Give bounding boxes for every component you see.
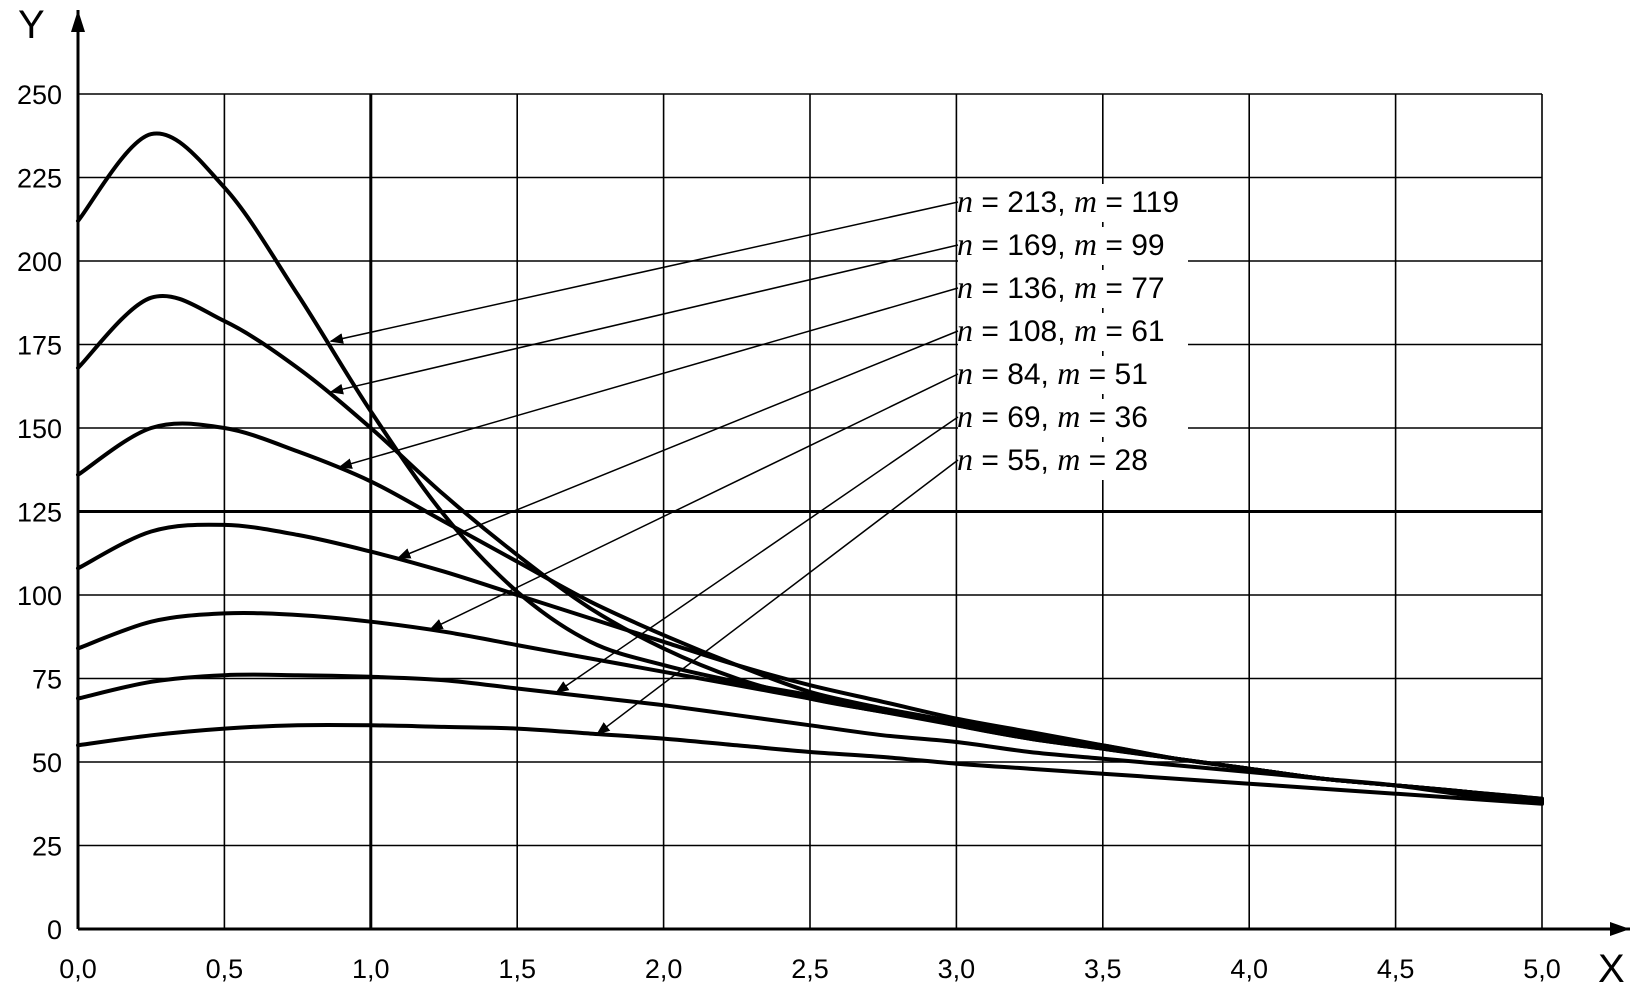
x-tick-label: 1,0 bbox=[352, 954, 390, 984]
legend-leader bbox=[596, 459, 959, 735]
legend-entry: n = 108, m = 61 bbox=[957, 312, 1165, 348]
x-axis-arrow bbox=[1610, 922, 1630, 936]
x-tick-label: 2,0 bbox=[645, 954, 683, 984]
y-tick-label: 50 bbox=[32, 748, 62, 778]
y-axis-arrow bbox=[71, 10, 85, 32]
y-tick-label: 125 bbox=[17, 498, 62, 528]
series-line bbox=[76, 672, 1544, 805]
legend: n = 213, m = 119 n = 169, m = 99 n = 136, … bbox=[329, 183, 1188, 735]
legend-leader bbox=[396, 330, 959, 559]
legend-leader bbox=[338, 287, 959, 469]
y-tick-label: 250 bbox=[17, 80, 62, 110]
legend-entry: n = 169, m = 99 bbox=[957, 226, 1165, 262]
y-axis-title: Y bbox=[18, 3, 45, 47]
x-tick-label: 4,5 bbox=[1377, 954, 1415, 984]
series-line bbox=[76, 722, 1544, 806]
legend-bg bbox=[958, 270, 1188, 308]
legend-leader bbox=[329, 244, 959, 395]
axes: 0,0 0,5 1,0 1,5 2,0 2,5 3,0 3,5 4,0 4,5 5,0 0 25 50 75… bbox=[17, 10, 1630, 984]
x-tick-label: 3,5 bbox=[1084, 954, 1122, 984]
x-tick-label: 0,5 bbox=[206, 954, 244, 984]
legend-leader bbox=[555, 416, 959, 694]
legend-leader bbox=[329, 201, 959, 344]
legend-entry: n = 136, m = 77 bbox=[957, 269, 1165, 305]
grid bbox=[78, 93, 1543, 929]
legend-entry: n = 84, m = 51 bbox=[957, 355, 1148, 391]
y-tick-label: 25 bbox=[32, 832, 62, 862]
y-tick-label: 0 bbox=[47, 915, 62, 945]
series-curves bbox=[76, 131, 1544, 806]
y-tick-label: 175 bbox=[17, 331, 62, 361]
y-tick-label: 225 bbox=[17, 164, 62, 194]
x-tick-label: 0,0 bbox=[59, 954, 97, 984]
legend-bg bbox=[958, 184, 1188, 222]
legend-bg bbox=[958, 313, 1188, 351]
x-tick-label: 1,5 bbox=[498, 954, 536, 984]
legend-bg bbox=[958, 356, 1188, 394]
x-tick-label: 5,0 bbox=[1523, 954, 1561, 984]
y-tick-label: 150 bbox=[17, 414, 62, 444]
legend-bg bbox=[958, 442, 1188, 480]
legend-entry: n = 69, m = 36 bbox=[957, 398, 1148, 434]
legend-bg bbox=[958, 227, 1188, 265]
legend-entry: n = 55, m = 28 bbox=[957, 441, 1148, 477]
y-tick-label: 100 bbox=[17, 581, 62, 611]
x-tick-label: 2,5 bbox=[791, 954, 829, 984]
y-tick-label: 75 bbox=[32, 665, 62, 695]
x-tick-label: 3,0 bbox=[938, 954, 976, 984]
x-axis-title: X bbox=[1598, 947, 1625, 988]
legend-entry: n = 213, m = 119 bbox=[957, 183, 1179, 219]
x-tick-label: 4,0 bbox=[1230, 954, 1268, 984]
y-tick-label: 200 bbox=[17, 247, 62, 277]
legend-leader bbox=[429, 373, 959, 631]
legend-bg bbox=[958, 399, 1188, 437]
